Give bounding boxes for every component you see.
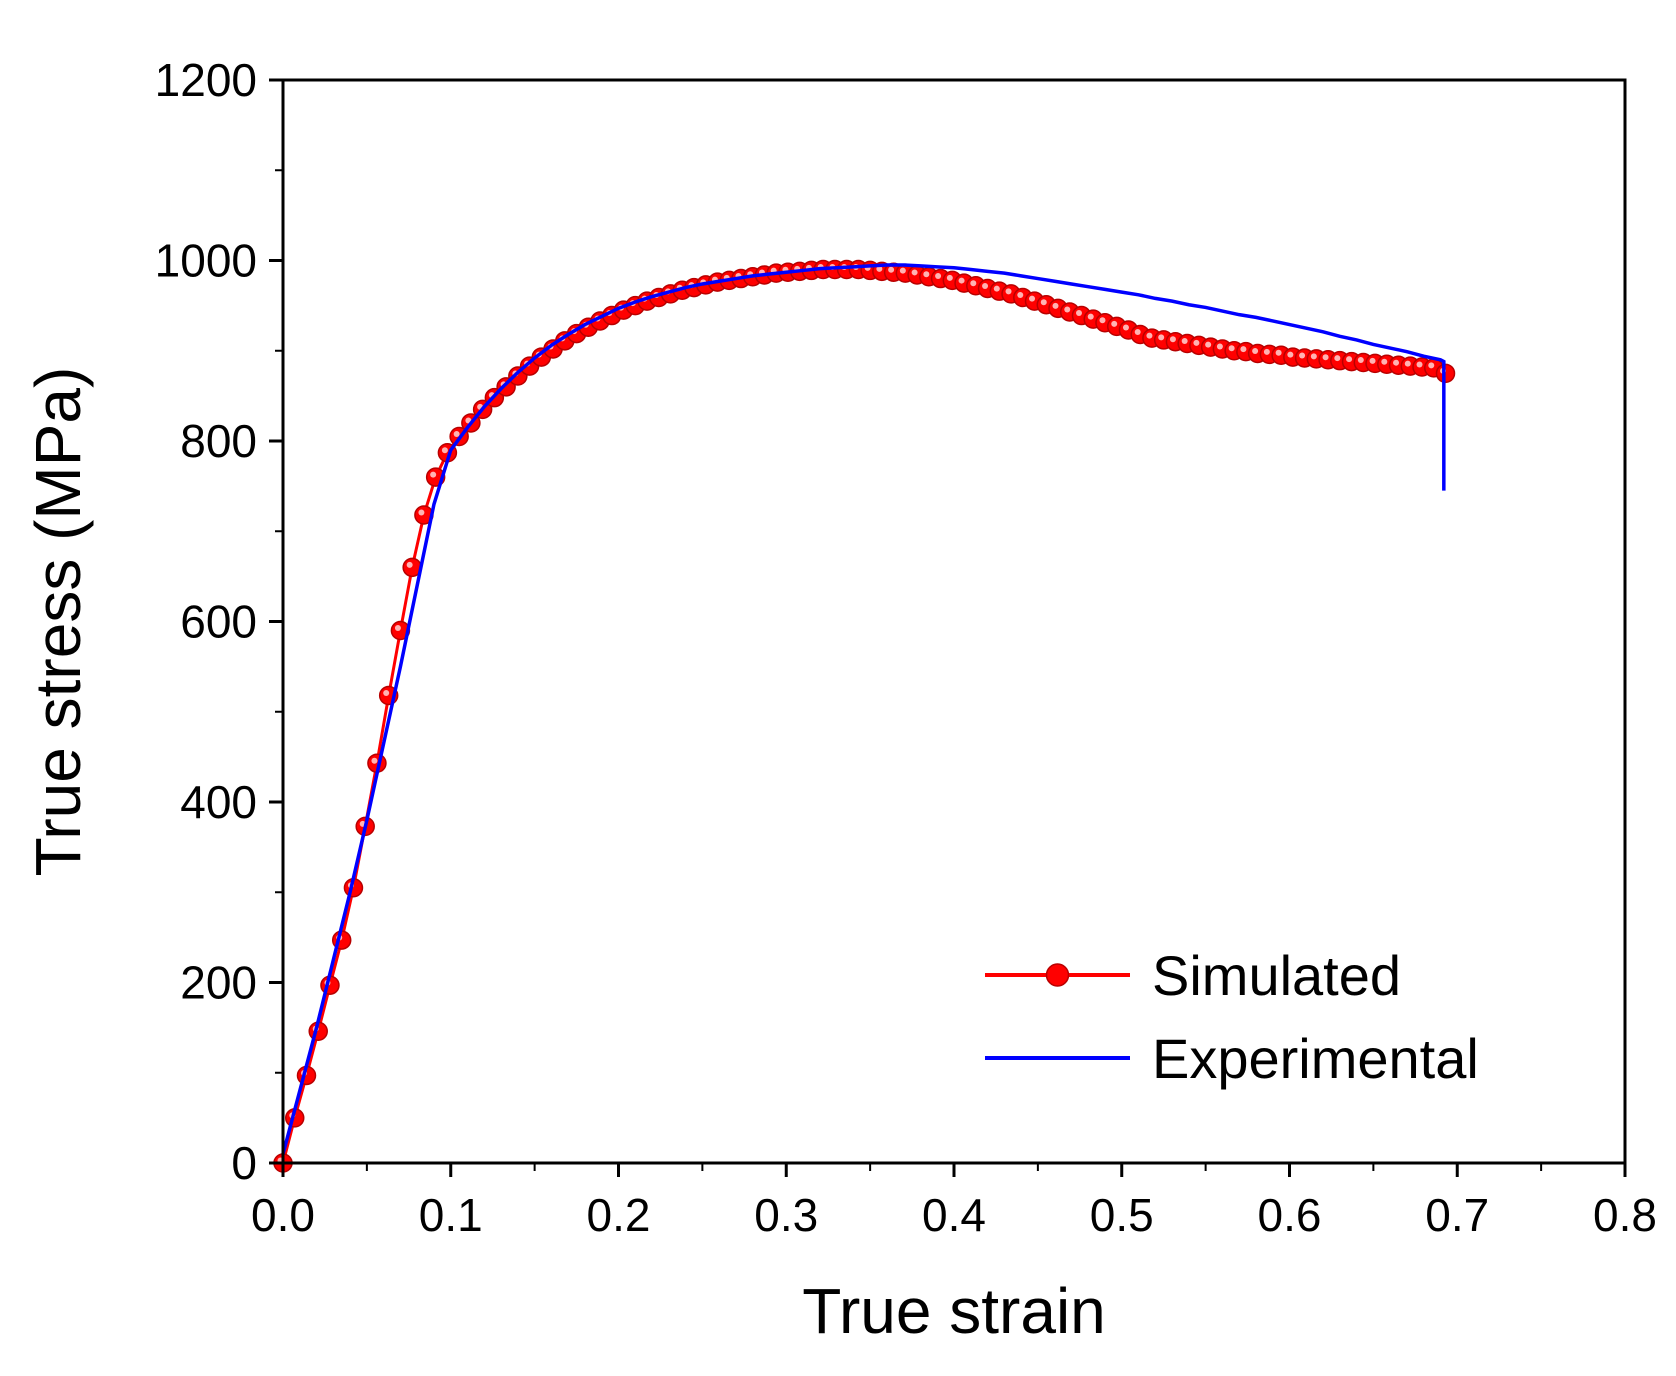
y-tick-label: 1000	[155, 235, 257, 287]
simulated-point-highlight	[1216, 343, 1223, 350]
y-tick-label: 200	[180, 957, 257, 1009]
y-tick-label: 600	[180, 596, 257, 648]
simulated-point-highlight	[1428, 362, 1435, 369]
simulated-point-highlight	[1122, 324, 1129, 331]
simulated-point-highlight	[1369, 357, 1376, 364]
simulated-point-highlight	[1111, 320, 1118, 327]
simulated-point-highlight	[899, 267, 906, 274]
simulated-point-highlight	[1357, 356, 1364, 363]
legend-label-experimental: Experimental	[1152, 1027, 1479, 1090]
simulated-point-highlight	[1005, 288, 1012, 295]
series-line-experimental	[281, 263, 1446, 1155]
simulated-point-highlight	[982, 282, 989, 289]
simulated-point-highlight	[993, 285, 1000, 292]
simulated-point-highlight	[441, 447, 448, 454]
simulated-point-highlight	[1346, 356, 1353, 363]
simulated-point-highlight	[1169, 336, 1176, 343]
simulated-point-highlight	[1087, 313, 1094, 320]
x-tick-label: 0.0	[251, 1189, 315, 1241]
simulated-point-highlight	[1416, 361, 1423, 368]
y-axis-title: True stress (MPa)	[22, 367, 94, 877]
x-axis-ticks: 0.0 0.1 0.2 0.3 0.4 0.5 0.6 0.7 0.8	[251, 1163, 1657, 1241]
simulated-point-highlight	[923, 271, 930, 278]
simulated-point-highlight	[394, 625, 401, 632]
x-tick-label: 0.6	[1258, 1189, 1322, 1241]
simulated-point-highlight	[1381, 358, 1388, 365]
simulated-point-highlight	[1040, 299, 1047, 306]
legend-marker-simulated	[1045, 963, 1070, 987]
simulated-point-highlight	[406, 561, 413, 568]
y-tick-label: 1200	[155, 54, 257, 106]
simulated-point-highlight	[1299, 352, 1306, 359]
simulated-point-highlight	[1275, 349, 1282, 356]
x-tick-label: 0.1	[419, 1189, 483, 1241]
simulated-point-highlight	[911, 269, 918, 276]
x-tick-label: 0.7	[1425, 1189, 1489, 1241]
simulated-point-highlight	[970, 280, 977, 287]
simulated-point-highlight	[1287, 351, 1294, 358]
simulated-point-highlight	[1075, 310, 1082, 317]
simulated-point-highlight	[1228, 345, 1235, 352]
x-axis-title: True strain	[802, 1275, 1106, 1347]
simulated-point-highlight	[1099, 317, 1106, 324]
simulated-point-highlight	[1134, 329, 1141, 336]
simulated-point-highlight	[1146, 332, 1153, 339]
simulated-point-highlight	[371, 757, 378, 764]
y-axis-ticks: 0 200 400 600 800 1000 1200	[155, 54, 283, 1189]
series-layer	[273, 259, 1456, 1173]
simulated-point-highlight	[1193, 339, 1200, 346]
simulated-point-highlight	[1181, 338, 1188, 345]
simulated-point-highlight	[430, 471, 437, 478]
simulated-point-highlight	[888, 266, 895, 273]
simulated-point-highlight	[453, 430, 460, 437]
simulated-point-highlight	[1322, 354, 1329, 361]
y-tick-label: 800	[180, 415, 257, 467]
x-tick-label: 0.3	[754, 1189, 818, 1241]
simulated-point-highlight	[1263, 348, 1270, 355]
simulated-point-highlight	[1334, 355, 1341, 362]
simulated-point-highlight	[958, 277, 965, 284]
legend: Simulated Experimental	[985, 944, 1479, 1090]
x-tick-label: 0.5	[1090, 1189, 1154, 1241]
simulated-point-highlight	[1064, 306, 1071, 313]
x-tick-label: 0.8	[1593, 1189, 1657, 1241]
simulated-point-highlight	[935, 273, 942, 280]
simulated-point-highlight	[1205, 341, 1212, 348]
simulated-point-highlight	[1240, 346, 1247, 353]
simulated-point-highlight	[876, 265, 883, 272]
simulated-point-highlight	[946, 274, 953, 281]
legend-label-simulated: Simulated	[1152, 944, 1401, 1007]
simulated-point-highlight	[1158, 334, 1165, 341]
simulated-point-highlight	[1393, 359, 1400, 366]
simulated-point-highlight	[1252, 347, 1259, 354]
simulated-point-highlight	[1017, 292, 1024, 299]
simulated-point-highlight	[418, 509, 425, 516]
simulated-point-highlight	[383, 690, 390, 697]
y-tick-label: 400	[180, 776, 257, 828]
simulated-point-highlight	[1310, 353, 1317, 360]
simulated-point-highlight	[1404, 360, 1411, 367]
x-tick-label: 0.2	[587, 1189, 651, 1241]
y-tick-label: 0	[231, 1137, 257, 1189]
x-tick-label: 0.4	[922, 1189, 986, 1241]
simulated-point-highlight	[1029, 295, 1036, 302]
simulated-point-highlight	[1052, 302, 1059, 309]
